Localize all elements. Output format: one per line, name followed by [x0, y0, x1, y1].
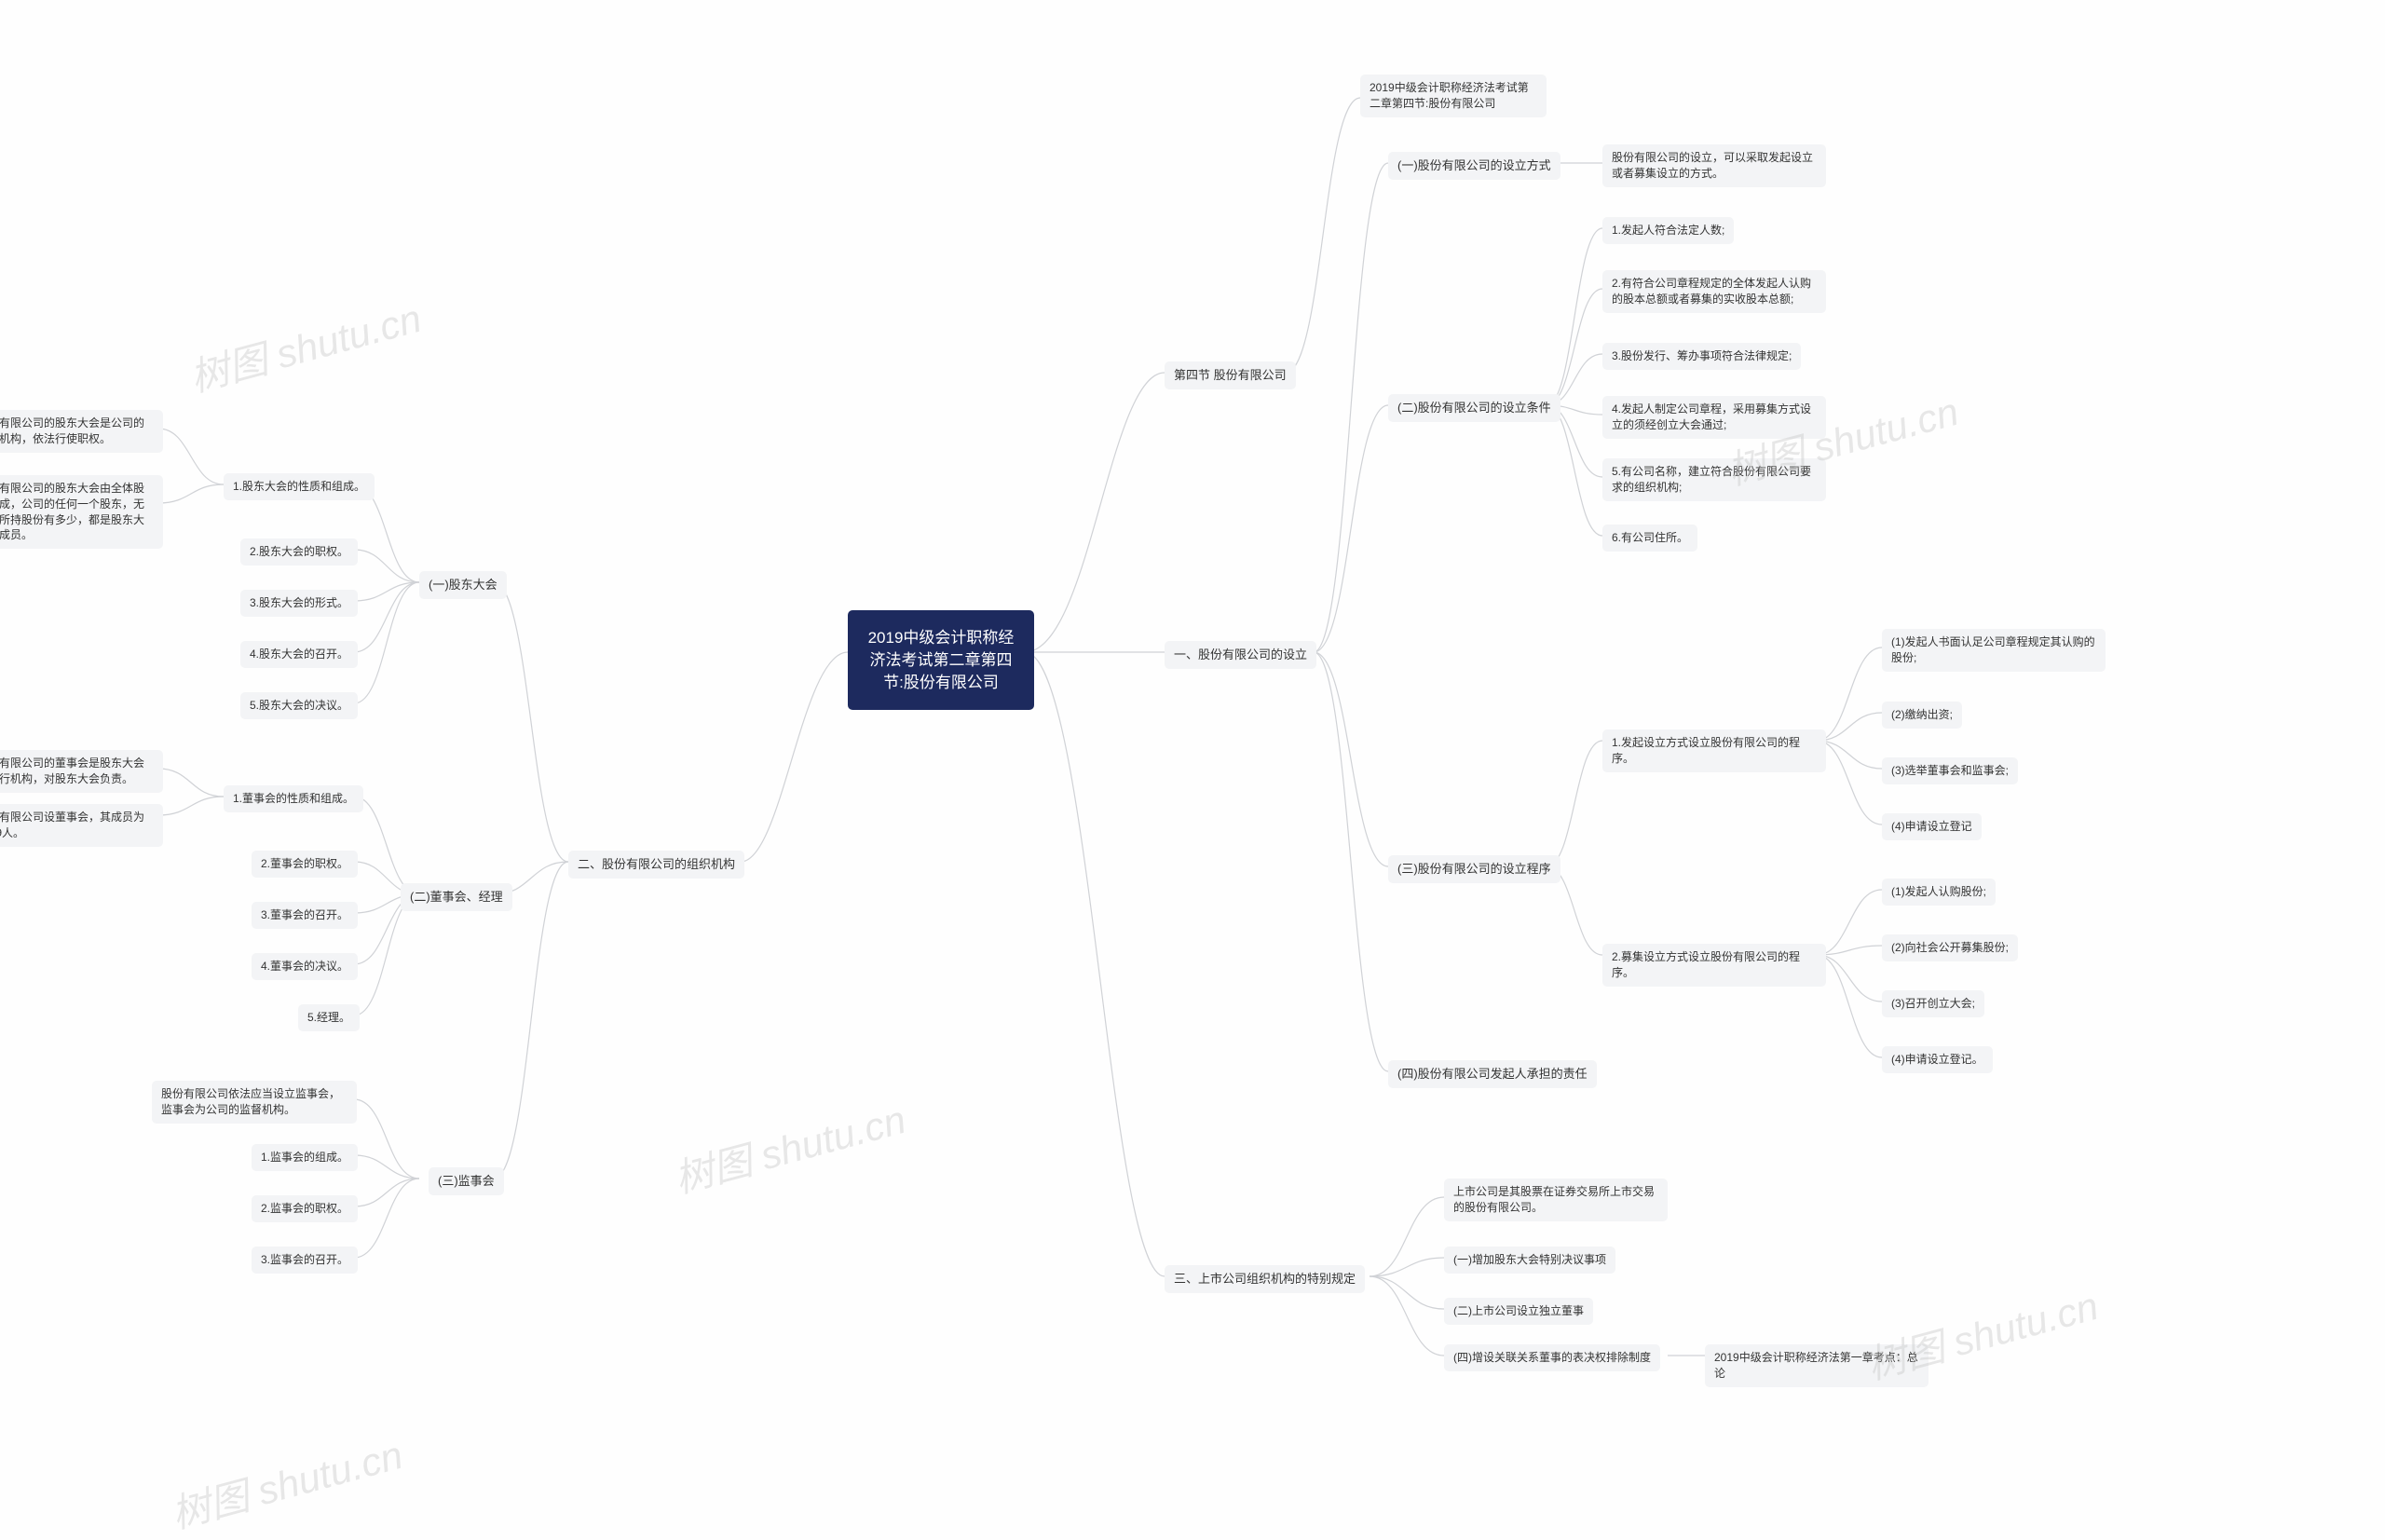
- node-listed-2: (二)上市公司设立独立董事: [1444, 1298, 1593, 1325]
- node-establish-3-2-4: (4)申请设立登记。: [1882, 1046, 1993, 1073]
- node-establish-2-3: 3.股份发行、筹办事项符合法律规定;: [1602, 343, 1801, 370]
- node-sh-4: 4.股东大会的召开。: [240, 641, 358, 668]
- node-bd-2: 2.董事会的职权。: [252, 851, 358, 878]
- node-listed-0: 上市公司是其股票在证券交易所上市交易的股份有限公司。: [1444, 1179, 1668, 1221]
- node-establish-2-4: 4.发起人制定公司章程，采用募集方式设立的须经创立大会通过;: [1602, 396, 1826, 439]
- node-sh-1: 1.股东大会的性质和组成。: [224, 473, 375, 500]
- node-establish-3-1-3: (3)选举董事会和监事会;: [1882, 757, 2018, 784]
- node-bd-1-2: 股份有限公司设董事会，其成员为5~19人。: [0, 804, 163, 847]
- node-establish-3-2: 2.募集设立方式设立股份有限公司的程序。: [1602, 944, 1826, 987]
- connectors-svg: [0, 0, 2385, 1530]
- watermark: 树图 shutu.cn: [183, 287, 427, 403]
- node-bd-5: 5.经理。: [298, 1004, 360, 1031]
- node-establish-1: (一)股份有限公司的设立方式: [1388, 152, 1560, 180]
- node-section4-desc: 2019中级会计职称经济法考试第二章第四节:股份有限公司: [1360, 75, 1547, 117]
- node-establish-2-6: 6.有公司住所。: [1602, 525, 1697, 552]
- node-establish-3-1-1: (1)发起人书面认足公司章程规定其认购的股份;: [1882, 629, 2106, 672]
- node-bd-1: 1.董事会的性质和组成。: [224, 785, 363, 812]
- node-section4: 第四节 股份有限公司: [1165, 361, 1296, 389]
- node-bd-1-1: 股份有限公司的董事会是股东大会的执行机构，对股东大会负责。: [0, 750, 163, 793]
- node-sh-1-1: 股份有限公司的股东大会是公司的权力机构，依法行使职权。: [0, 410, 163, 453]
- node-org: 二、股份有限公司的组织机构: [568, 851, 744, 879]
- node-establish-3-2-2: (2)向社会公开募集股份;: [1882, 934, 2018, 961]
- node-establish: 一、股份有限公司的设立: [1165, 641, 1316, 669]
- node-listed: 三、上市公司组织机构的特别规定: [1165, 1265, 1365, 1293]
- node-establish-3-1-2: (2)缴纳出资;: [1882, 702, 1962, 729]
- node-listed-3-1: 2019中级会计职称经济法第一章考点：总论: [1705, 1344, 1928, 1387]
- node-establish-2: (二)股份有限公司的设立条件: [1388, 394, 1560, 422]
- node-establish-3-1-4: (4)申请设立登记: [1882, 813, 1982, 840]
- node-board: (二)董事会、经理: [401, 883, 512, 911]
- node-establish-2-5: 5.有公司名称，建立符合股份有限公司要求的组织机构;: [1602, 458, 1826, 501]
- node-sh-3: 3.股东大会的形式。: [240, 590, 358, 617]
- watermark: 树图 shutu.cn: [667, 1088, 911, 1205]
- node-supervisor: (三)监事会: [429, 1167, 504, 1195]
- node-establish-3-1: 1.发起设立方式设立股份有限公司的程序。: [1602, 729, 1826, 772]
- node-establish-4: (四)股份有限公司发起人承担的责任: [1388, 1060, 1597, 1088]
- node-sv-0: 股份有限公司依法应当设立监事会，监事会为公司的监督机构。: [152, 1081, 357, 1124]
- node-sh-1-2: 股份有限公司的股东大会由全体股东组成，公司的任何一个股东，无论其所持股份有多少，…: [0, 475, 163, 549]
- node-shareholders: (一)股东大会: [419, 571, 507, 599]
- node-listed-1: (一)增加股东大会特别决议事项: [1444, 1247, 1615, 1274]
- node-establish-3-2-3: (3)召开创立大会;: [1882, 990, 1984, 1017]
- node-establish-2-1: 1.发起人符合法定人数;: [1602, 217, 1734, 244]
- watermark: 树图 shutu.cn: [164, 1424, 408, 1540]
- node-establish-2-2: 2.有符合公司章程规定的全体发起人认购的股本总额或者募集的实收股本总额;: [1602, 270, 1826, 313]
- node-establish-3-2-1: (1)发起人认购股份;: [1882, 879, 1996, 906]
- root-node: 2019中级会计职称经济法考试第二章第四节:股份有限公司: [848, 610, 1034, 710]
- node-establish-1-1: 股份有限公司的设立，可以采取发起设立或者募集设立的方式。: [1602, 144, 1826, 187]
- node-sv-2: 2.监事会的职权。: [252, 1195, 358, 1222]
- node-bd-4: 4.董事会的决议。: [252, 953, 358, 980]
- node-sh-5: 5.股东大会的决议。: [240, 692, 358, 719]
- node-sh-2: 2.股东大会的职权。: [240, 538, 358, 566]
- node-sv-1: 1.监事会的组成。: [252, 1144, 358, 1171]
- node-establish-3: (三)股份有限公司的设立程序: [1388, 855, 1560, 883]
- node-sv-3: 3.监事会的召开。: [252, 1247, 358, 1274]
- node-bd-3: 3.董事会的召开。: [252, 902, 358, 929]
- node-listed-3: (四)增设关联关系董事的表决权排除制度: [1444, 1344, 1660, 1371]
